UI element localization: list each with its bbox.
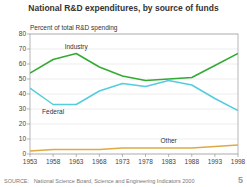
x-tick: [214, 154, 215, 157]
y-tick: [27, 79, 30, 80]
y-tick: [27, 64, 30, 65]
y-tick-label: 60: [19, 60, 27, 67]
series-label: Other: [161, 137, 178, 144]
y-tick: [27, 139, 30, 140]
series-line: [30, 145, 238, 151]
x-tick: [53, 154, 54, 157]
y-tick-label: 50: [19, 75, 27, 82]
y-grid: [30, 34, 238, 154]
y-tick: [27, 34, 30, 35]
x-tick-label: 1983: [161, 158, 176, 165]
grid-line: [30, 49, 238, 50]
x-tick-label: 1998: [231, 158, 246, 165]
series-line: [30, 54, 238, 81]
y-tick-label: 30: [19, 105, 27, 112]
y-tick-label: 20: [19, 120, 27, 127]
x-tick: [30, 154, 31, 157]
y-tick: [27, 49, 30, 50]
y-tick: [27, 94, 30, 95]
x-tick-label: 1978: [138, 158, 153, 165]
y-axis-label: Percent of total R&D spending: [30, 24, 118, 32]
x-tick: [191, 154, 192, 157]
y-tick: [27, 109, 30, 110]
plot-frame: [30, 34, 238, 154]
x-tick-label: 1958: [46, 158, 61, 165]
lines: [30, 54, 238, 152]
y-tick-label: 40: [19, 90, 27, 97]
x-tick: [238, 154, 239, 157]
x-tick-label: 1963: [69, 158, 84, 165]
x-tick: [168, 154, 169, 157]
x-tick: [145, 154, 146, 157]
grid-line: [30, 124, 238, 125]
x-tick-label: 1988: [185, 158, 200, 165]
x-tick-label: 1968: [92, 158, 107, 165]
x-tick: [76, 154, 77, 157]
grid-line: [30, 64, 238, 65]
series-label: Industry: [65, 43, 89, 51]
slide-number: 5: [238, 175, 243, 185]
series-label: Federal: [42, 108, 65, 115]
grid-line: [30, 139, 238, 140]
chart: National R&D expenditures, by source of …: [0, 0, 247, 187]
y-tick-label: 80: [19, 30, 27, 37]
y-tick: [27, 124, 30, 125]
y-tick: [27, 154, 30, 155]
series-line: [30, 81, 238, 111]
x-tick-label: 1953: [23, 158, 38, 165]
x-tick-label: 1973: [115, 158, 130, 165]
x-tick: [122, 154, 123, 157]
source-note: SOURCE: National Science Board, Science …: [4, 178, 194, 184]
title: National R&D expenditures, by source of …: [28, 3, 219, 13]
x-tick: [99, 154, 100, 157]
y-tick-label: 0: [22, 150, 26, 157]
x-tick-label: 1993: [208, 158, 223, 165]
y-tick-label: 70: [19, 45, 27, 52]
y-tick-label: 10: [19, 135, 27, 142]
